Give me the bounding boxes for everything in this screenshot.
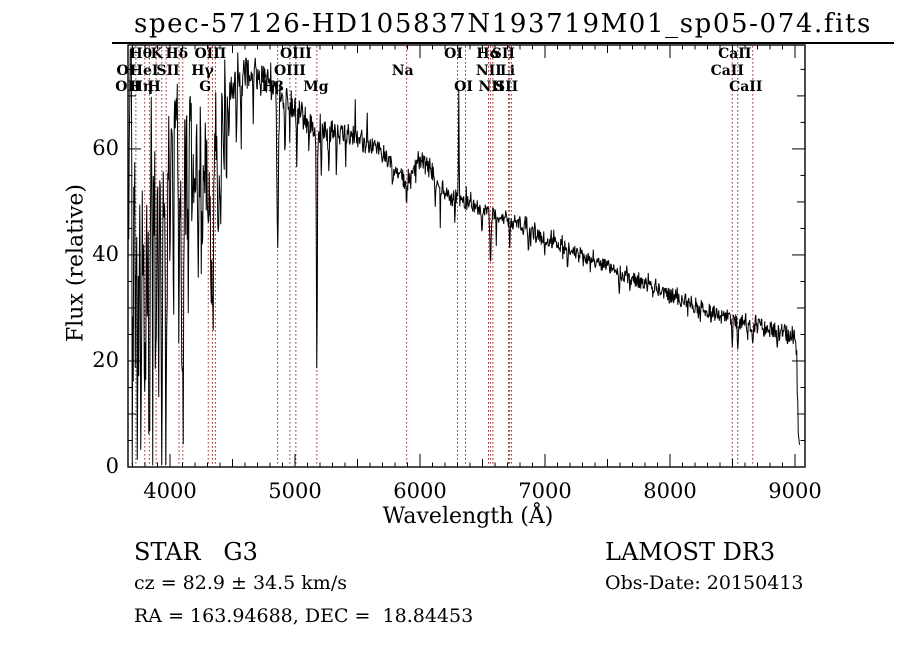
spectral-line-label: Li bbox=[499, 62, 516, 79]
spectral-line-label: H bbox=[147, 79, 161, 95]
object-class-text: STAR G3 bbox=[134, 538, 258, 566]
spectral-line-label: Hα bbox=[476, 46, 501, 62]
y-tick-label: 20 bbox=[92, 347, 119, 372]
spectrum-trace bbox=[128, 48, 801, 466]
spectral-line-label: SII bbox=[156, 62, 180, 79]
x-tick-label: 9000 bbox=[768, 479, 822, 503]
spectral-line-label: Hδ bbox=[165, 46, 189, 62]
radec-text: RA = 163.94688, DEC = 18.84453 bbox=[134, 605, 474, 627]
x-axis-label: Wavelength (Å) bbox=[382, 504, 554, 529]
spectral-line-label: SII bbox=[491, 46, 515, 62]
spectral-line-label: OIII bbox=[273, 62, 306, 79]
spectral-line-label: CaII bbox=[710, 62, 744, 79]
spectral-line-label: OI bbox=[454, 79, 473, 95]
x-tick-label: 6000 bbox=[393, 479, 447, 503]
spectral-line-label: OIII bbox=[194, 46, 227, 62]
x-tick-label: 5000 bbox=[268, 479, 322, 503]
spectral-line-label: HeI bbox=[129, 62, 159, 79]
spectral-line-label: Na bbox=[391, 62, 414, 79]
y-tick-label: 40 bbox=[92, 241, 119, 266]
spectral-line-label: Hη bbox=[129, 79, 154, 95]
spectral-line-label: NII bbox=[475, 62, 502, 79]
spectral-line-label: CaII bbox=[718, 46, 752, 62]
spectral-line-label: OI bbox=[444, 46, 463, 62]
spectral-line-label: OIII bbox=[279, 46, 312, 62]
y-axis-label: Flux (relative) bbox=[63, 183, 89, 343]
spectral-line-label: OI bbox=[116, 62, 136, 79]
spectral-line-label: Hθ bbox=[129, 46, 153, 62]
spectral-line-label: Hβ bbox=[261, 79, 284, 95]
spectral-line-label: Mg bbox=[303, 79, 329, 95]
spectral-line-label: K bbox=[150, 46, 163, 62]
y-tick-label: 0 bbox=[105, 454, 119, 478]
x-tick-label: 8000 bbox=[643, 479, 697, 503]
obs-date-text: Obs-Date: 20150413 bbox=[605, 572, 804, 594]
survey-text: LAMOST DR3 bbox=[605, 538, 776, 566]
spectral-line-label: NII bbox=[478, 79, 505, 95]
plot-box bbox=[127, 44, 806, 468]
cz-text: cz = 82.9 ± 34.5 km/s bbox=[134, 572, 347, 594]
spectral-line-label: OII bbox=[115, 79, 141, 95]
spectral-line-label: SII bbox=[495, 79, 519, 95]
x-tick-label: 4000 bbox=[143, 479, 197, 503]
y-tick-label: 60 bbox=[92, 135, 119, 160]
spectral-line-label: CaII bbox=[729, 79, 763, 95]
spectral-line-label: Hγ bbox=[191, 62, 214, 79]
x-tick-label: 7000 bbox=[518, 479, 572, 503]
plot-title: spec-57126-HD105837N193719M01_sp05-074.f… bbox=[112, 9, 894, 44]
spectral-line-label: G bbox=[199, 79, 212, 95]
